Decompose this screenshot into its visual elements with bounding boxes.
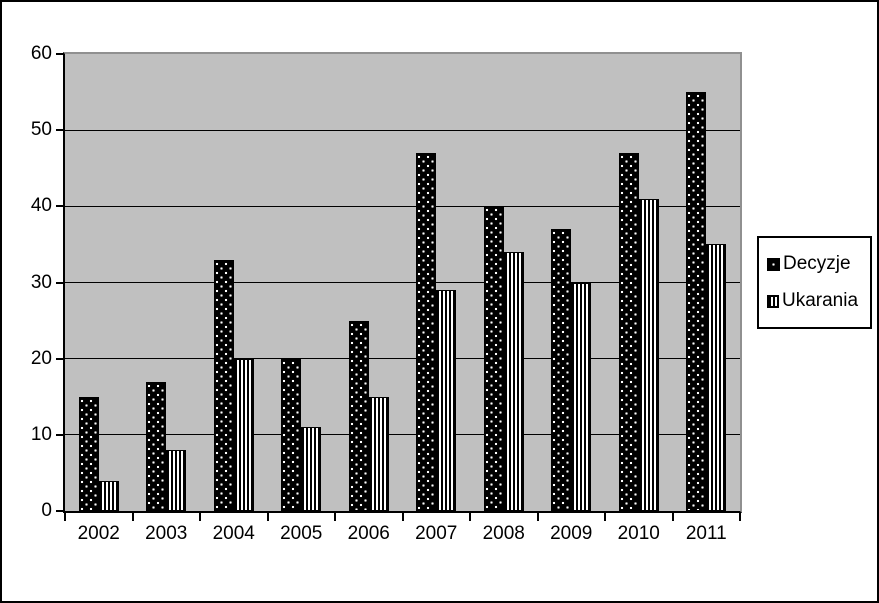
x-tick-7 — [536, 513, 539, 521]
y-tick-label-20: 20 — [30, 347, 52, 369]
bar-ukarania-2008 — [503, 252, 524, 511]
x-tick-label-2008: 2008 — [482, 523, 525, 544]
x-tick-2 — [199, 513, 201, 521]
bar-decyzje-2011 — [686, 92, 707, 511]
bar-ukarania-2007 — [436, 290, 457, 511]
bar-decyzje-2002 — [78, 396, 99, 511]
y-tick-label-10: 10 — [30, 423, 52, 445]
bar-decyzje-2008 — [483, 206, 504, 511]
gridline-30 — [65, 282, 740, 283]
bar-ukarania-2003 — [166, 450, 187, 511]
bar-ukarania-2002 — [98, 480, 119, 511]
x-tick-label-2003: 2003 — [145, 523, 188, 544]
bar-decyzje-2010 — [618, 153, 639, 511]
y-tick-label-60: 60 — [30, 43, 52, 64]
bar-ukarania-2004 — [233, 358, 254, 511]
y-tick-30 — [56, 281, 64, 284]
x-tick-1 — [131, 513, 134, 521]
x-tick-5 — [401, 513, 404, 521]
x-tick-9 — [671, 513, 674, 521]
bar-ukarania-2009 — [571, 282, 592, 511]
y-tick-10 — [56, 433, 64, 436]
x-tick-10 — [739, 513, 741, 521]
y-tick-60 — [56, 53, 64, 55]
bar-ukarania-2011 — [706, 244, 727, 511]
x-tick-label-2005: 2005 — [280, 523, 323, 544]
y-tick-20 — [56, 357, 64, 360]
bar-decyzje-2004 — [213, 259, 234, 511]
bar-decyzje-2006 — [348, 320, 369, 511]
decyzje-swatch-icon — [767, 257, 780, 271]
x-tick-label-2007: 2007 — [415, 523, 458, 544]
legend-item-decyzje: Decyzje — [767, 253, 870, 275]
x-tick-6 — [469, 513, 471, 521]
x-tick-label-2006: 2006 — [347, 523, 390, 544]
bar-decyzje-2007 — [416, 153, 437, 511]
x-tick-4 — [334, 513, 336, 521]
bar-decyzje-2009 — [551, 229, 572, 511]
legend-label-ukarania: Ukarania — [782, 290, 859, 311]
x-tick-3 — [266, 513, 269, 521]
bar-ukarania-2006 — [368, 396, 389, 511]
x-tick-0 — [64, 513, 66, 521]
ukarania-swatch-icon — [767, 294, 779, 308]
x-tick-label-2004: 2004 — [212, 523, 255, 544]
gridline-20 — [65, 358, 740, 360]
y-tick-40 — [56, 205, 64, 208]
y-tick-label-50: 50 — [30, 119, 52, 141]
gridline-10 — [65, 434, 740, 436]
bar-ukarania-2010 — [638, 198, 659, 511]
plot-area — [63, 52, 742, 513]
x-tick-label-2002: 2002 — [77, 523, 120, 544]
x-tick-label-2009: 2009 — [550, 523, 593, 544]
legend-item-ukarania: Ukarania — [767, 290, 870, 312]
legend: Decyzje Ukarania — [757, 236, 872, 329]
gridline-50 — [65, 129, 740, 131]
x-tick-label-2011: 2011 — [685, 523, 727, 544]
y-tick-label-40: 40 — [30, 195, 52, 217]
gridline-40 — [65, 205, 740, 207]
x-tick-8 — [604, 513, 606, 521]
bar-decyzje-2003 — [146, 381, 167, 511]
y-tick-0 — [56, 510, 64, 512]
x-tick-label-2010: 2010 — [617, 523, 660, 544]
y-tick-50 — [56, 129, 64, 132]
bar-decyzje-2005 — [281, 358, 302, 511]
y-tick-label-0: 0 — [41, 500, 52, 521]
legend-label-decyzje: Decyzje — [783, 253, 851, 274]
y-tick-label-30: 30 — [30, 271, 52, 293]
bar-ukarania-2005 — [301, 427, 322, 511]
